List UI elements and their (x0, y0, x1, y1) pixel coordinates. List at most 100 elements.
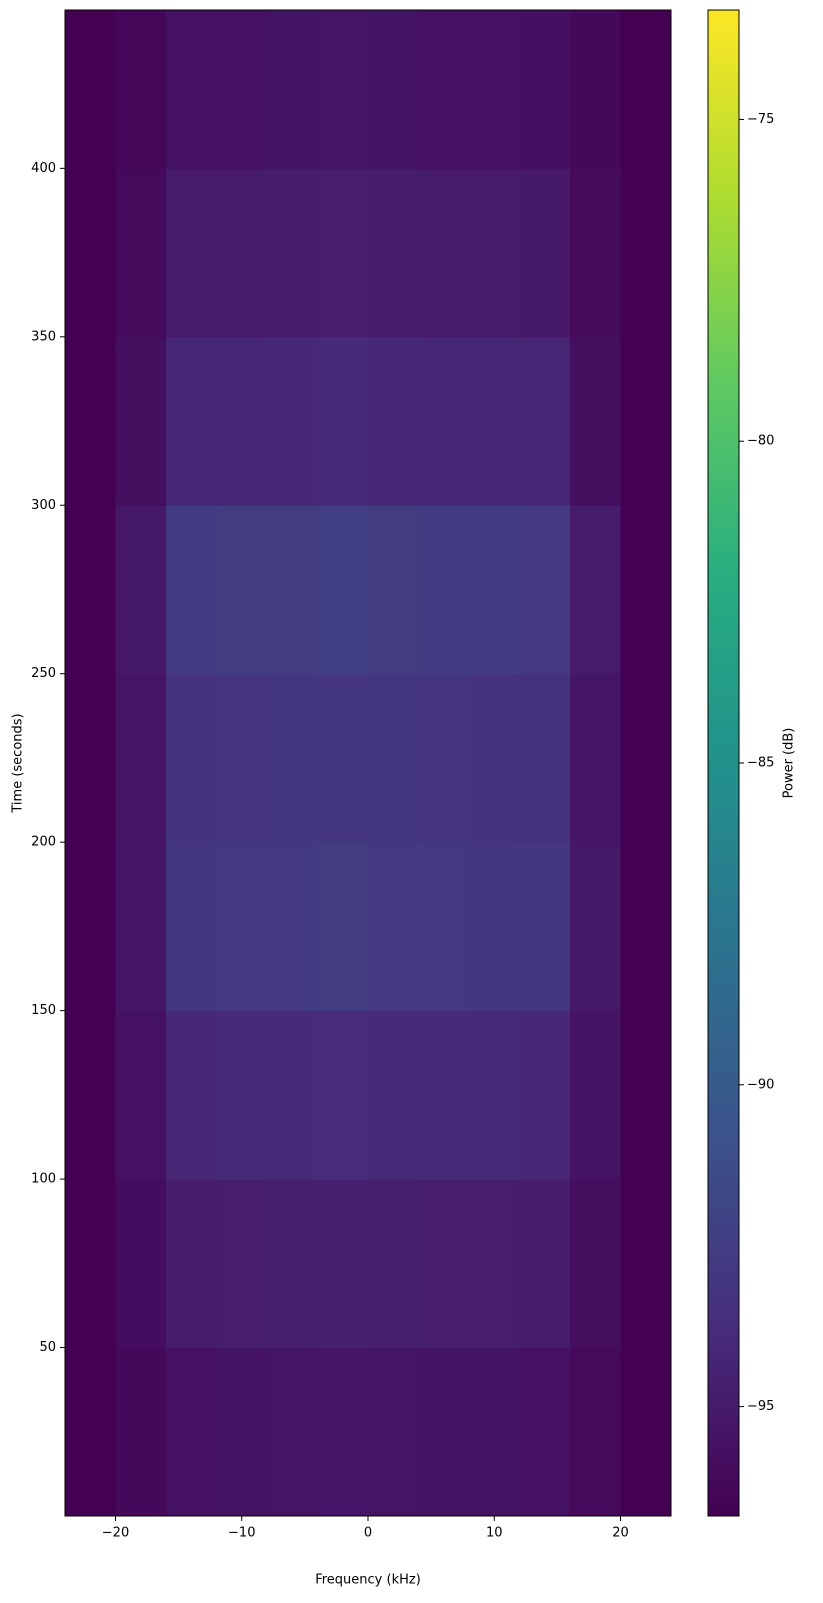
colorbar-tick-label: −75 (747, 112, 774, 127)
colorbar-tick-label: −90 (747, 1077, 774, 1092)
heatmap-cell (166, 336, 217, 506)
heatmap-cell (216, 673, 268, 843)
heatmap-cell (65, 1010, 116, 1180)
heatmap-cell (65, 10, 116, 169)
heatmap-cell (115, 336, 167, 506)
x-axis-label: Frequency (kHz) (315, 1573, 421, 1588)
heatmap-cell (166, 505, 217, 675)
heatmap-cell (65, 1347, 116, 1517)
heatmap-cell (418, 1010, 470, 1180)
heatmap-cell (418, 10, 470, 169)
heatmap-cell (216, 842, 268, 1012)
heatmap-cell (317, 673, 369, 843)
heatmap-cell (115, 10, 167, 169)
heatmap-cell (469, 1347, 520, 1517)
heatmap-cell (519, 673, 571, 843)
y-tick-label: 50 (39, 1340, 56, 1355)
heatmap-cell (469, 1179, 520, 1349)
heatmap-cell (267, 336, 318, 506)
heatmap-cell (267, 1179, 318, 1349)
heatmap-cell (267, 10, 318, 169)
heatmap-cell (216, 168, 268, 338)
heatmap-cell (166, 673, 217, 843)
heatmap-cell (570, 336, 621, 506)
heatmap-cell (267, 1010, 318, 1180)
heatmap-cell (519, 10, 571, 169)
heatmap-cell (115, 1010, 167, 1180)
heatmap-cell (317, 10, 369, 169)
colorbar (707, 9, 740, 1517)
heatmap-cell (267, 505, 318, 675)
heatmap-cell (65, 505, 116, 675)
heatmap-cell (267, 842, 318, 1012)
heatmap-cell (620, 1347, 672, 1517)
heatmap-cell (469, 168, 520, 338)
heatmap-cell (570, 1179, 621, 1349)
heatmap-cell (65, 842, 116, 1012)
heatmap-cell (65, 168, 116, 338)
x-tick-label: 20 (612, 1526, 629, 1541)
heatmap-cell (65, 1179, 116, 1349)
heatmap-cell (620, 168, 672, 338)
heatmap-cell (115, 1179, 167, 1349)
heatmap-cell (166, 10, 217, 169)
heatmap-cell (570, 168, 621, 338)
heatmap-cell (216, 505, 268, 675)
heatmap-cell (570, 10, 621, 169)
heatmap-cell (317, 842, 369, 1012)
colorbar-tick-label: −80 (747, 434, 774, 449)
heatmap-cell (368, 336, 419, 506)
heatmap-cell (418, 1179, 470, 1349)
heatmap-cell (620, 336, 672, 506)
heatmap-cell (267, 168, 318, 338)
heatmap-cell (620, 505, 672, 675)
heatmap-cell (166, 168, 217, 338)
heatmap-cell (519, 1010, 571, 1180)
heatmap-cell (620, 673, 672, 843)
heatmap-cell (620, 1179, 672, 1349)
heatmap-cell (418, 168, 470, 338)
heatmap-cell (216, 1347, 268, 1517)
heatmap-cell (469, 336, 520, 506)
heatmap-cell (368, 1179, 419, 1349)
heatmap-cell (469, 673, 520, 843)
heatmap-cell (519, 336, 571, 506)
heatmap-cell (418, 336, 470, 506)
heatmap-cell (65, 336, 116, 506)
y-axis-label: Time (seconds) (11, 713, 26, 813)
heatmap-cell (115, 842, 167, 1012)
colorbar-label: Power (dB) (782, 728, 797, 799)
heatmap-cell (267, 1347, 318, 1517)
heatmap-cell (317, 1179, 369, 1349)
heatmap-cell (166, 842, 217, 1012)
heatmap-cell (418, 1347, 470, 1517)
x-tick-label: 0 (364, 1526, 372, 1541)
heatmap-cell (469, 10, 520, 169)
heatmap-cell (519, 168, 571, 338)
heatmap-cell (418, 673, 470, 843)
y-tick-label: 300 (31, 498, 56, 513)
heatmap-cell (267, 673, 318, 843)
heatmap-cell (115, 505, 167, 675)
heatmap-cell (519, 1347, 571, 1517)
heatmap-cell (469, 842, 520, 1012)
heatmap-cell (620, 842, 672, 1012)
heatmap-cell (216, 1010, 268, 1180)
y-tick-label: 150 (31, 1003, 56, 1018)
y-tick-label: 350 (31, 329, 56, 344)
heatmap-cell (166, 1347, 217, 1517)
heatmap-cell (368, 168, 419, 338)
heatmap-cell (620, 10, 672, 169)
heatmap-cell (368, 505, 419, 675)
heatmap-cell (519, 1179, 571, 1349)
heatmap-cell (469, 505, 520, 675)
heatmap-cell (570, 842, 621, 1012)
heatmap-cell (166, 1010, 217, 1180)
x-tick-label: −20 (102, 1526, 129, 1541)
heatmap-cell (519, 505, 571, 675)
heatmap-cell (216, 336, 268, 506)
heatmap-cell (216, 1179, 268, 1349)
heatmap-cell (418, 842, 470, 1012)
heatmap-cell (317, 505, 369, 675)
